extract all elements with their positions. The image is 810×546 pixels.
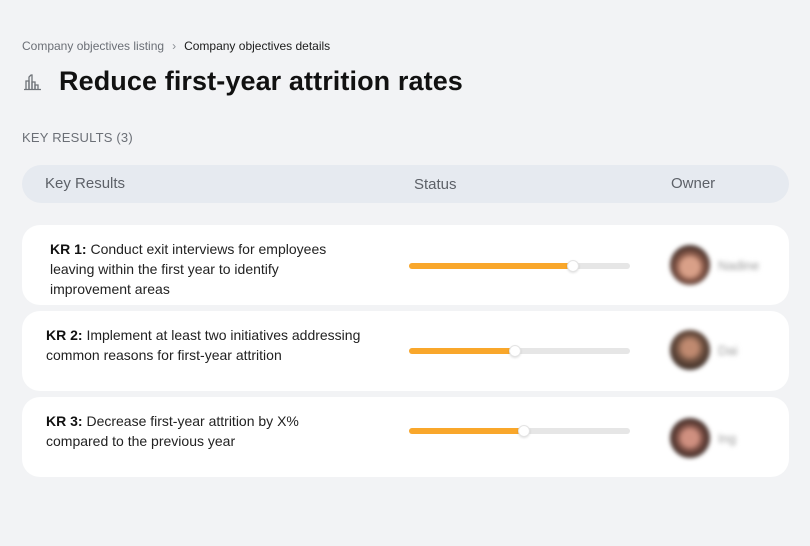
breadcrumb-link-listing[interactable]: Company objectives listing <box>22 39 165 53</box>
key-results-count-label: KEY RESULTS (3) <box>22 130 133 145</box>
owner-name: Ing <box>718 430 737 446</box>
progress-knob[interactable] <box>566 260 579 272</box>
table-row[interactable]: KR 1: Conduct exit interviews for employ… <box>22 225 789 305</box>
owner-name: Dai <box>718 342 738 358</box>
column-header-key-results: Key Results <box>45 175 126 192</box>
key-result-text: KR 3: Decrease first-year attrition by X… <box>46 411 346 451</box>
page-title: Reduce first-year attrition rates <box>59 66 463 96</box>
owner-name: Nadine <box>718 257 760 273</box>
table-row[interactable]: KR 3: Decrease first-year attrition by X… <box>22 397 789 477</box>
chevron-right-icon: › <box>172 39 177 53</box>
progress-knob[interactable] <box>517 425 530 437</box>
key-result-label: KR 2: <box>46 327 83 343</box>
key-result-label: KR 3: <box>46 413 83 429</box>
progress-slider[interactable] <box>409 345 630 357</box>
owner[interactable]: Ing <box>670 418 736 458</box>
title-row: Reduce first-year attrition rates <box>22 66 463 97</box>
key-result-label: KR 1: <box>50 241 87 257</box>
table-row[interactable]: KR 2: Implement at least two initiatives… <box>22 311 789 391</box>
progress-fill <box>409 263 573 269</box>
breadcrumb-current: Company objectives details <box>184 39 331 53</box>
key-result-text: KR 2: Implement at least two initiatives… <box>46 325 366 365</box>
owner[interactable]: Dai <box>670 330 738 370</box>
progress-fill <box>409 428 524 434</box>
progress-fill <box>409 348 516 354</box>
avatar <box>670 418 710 458</box>
avatar <box>670 245 710 285</box>
key-result-description: Implement at least two initiatives addre… <box>46 327 361 363</box>
key-result-text: KR 1: Conduct exit interviews for employ… <box>50 239 350 299</box>
avatar <box>670 330 710 370</box>
progress-slider[interactable] <box>409 260 630 272</box>
key-result-description: Conduct exit interviews for employees le… <box>50 241 327 297</box>
column-header-status: Status <box>414 176 457 193</box>
key-result-description: Decrease first-year attrition by X% comp… <box>46 413 299 449</box>
chart-building-icon <box>22 71 43 92</box>
owner[interactable]: Nadine <box>670 245 759 285</box>
progress-slider[interactable] <box>409 425 630 437</box>
progress-knob[interactable] <box>509 345 522 357</box>
table-header: Key Results Status Owner <box>22 165 789 203</box>
breadcrumb: Company objectives listing › Company obj… <box>22 39 330 53</box>
column-header-owner: Owner <box>671 175 716 192</box>
